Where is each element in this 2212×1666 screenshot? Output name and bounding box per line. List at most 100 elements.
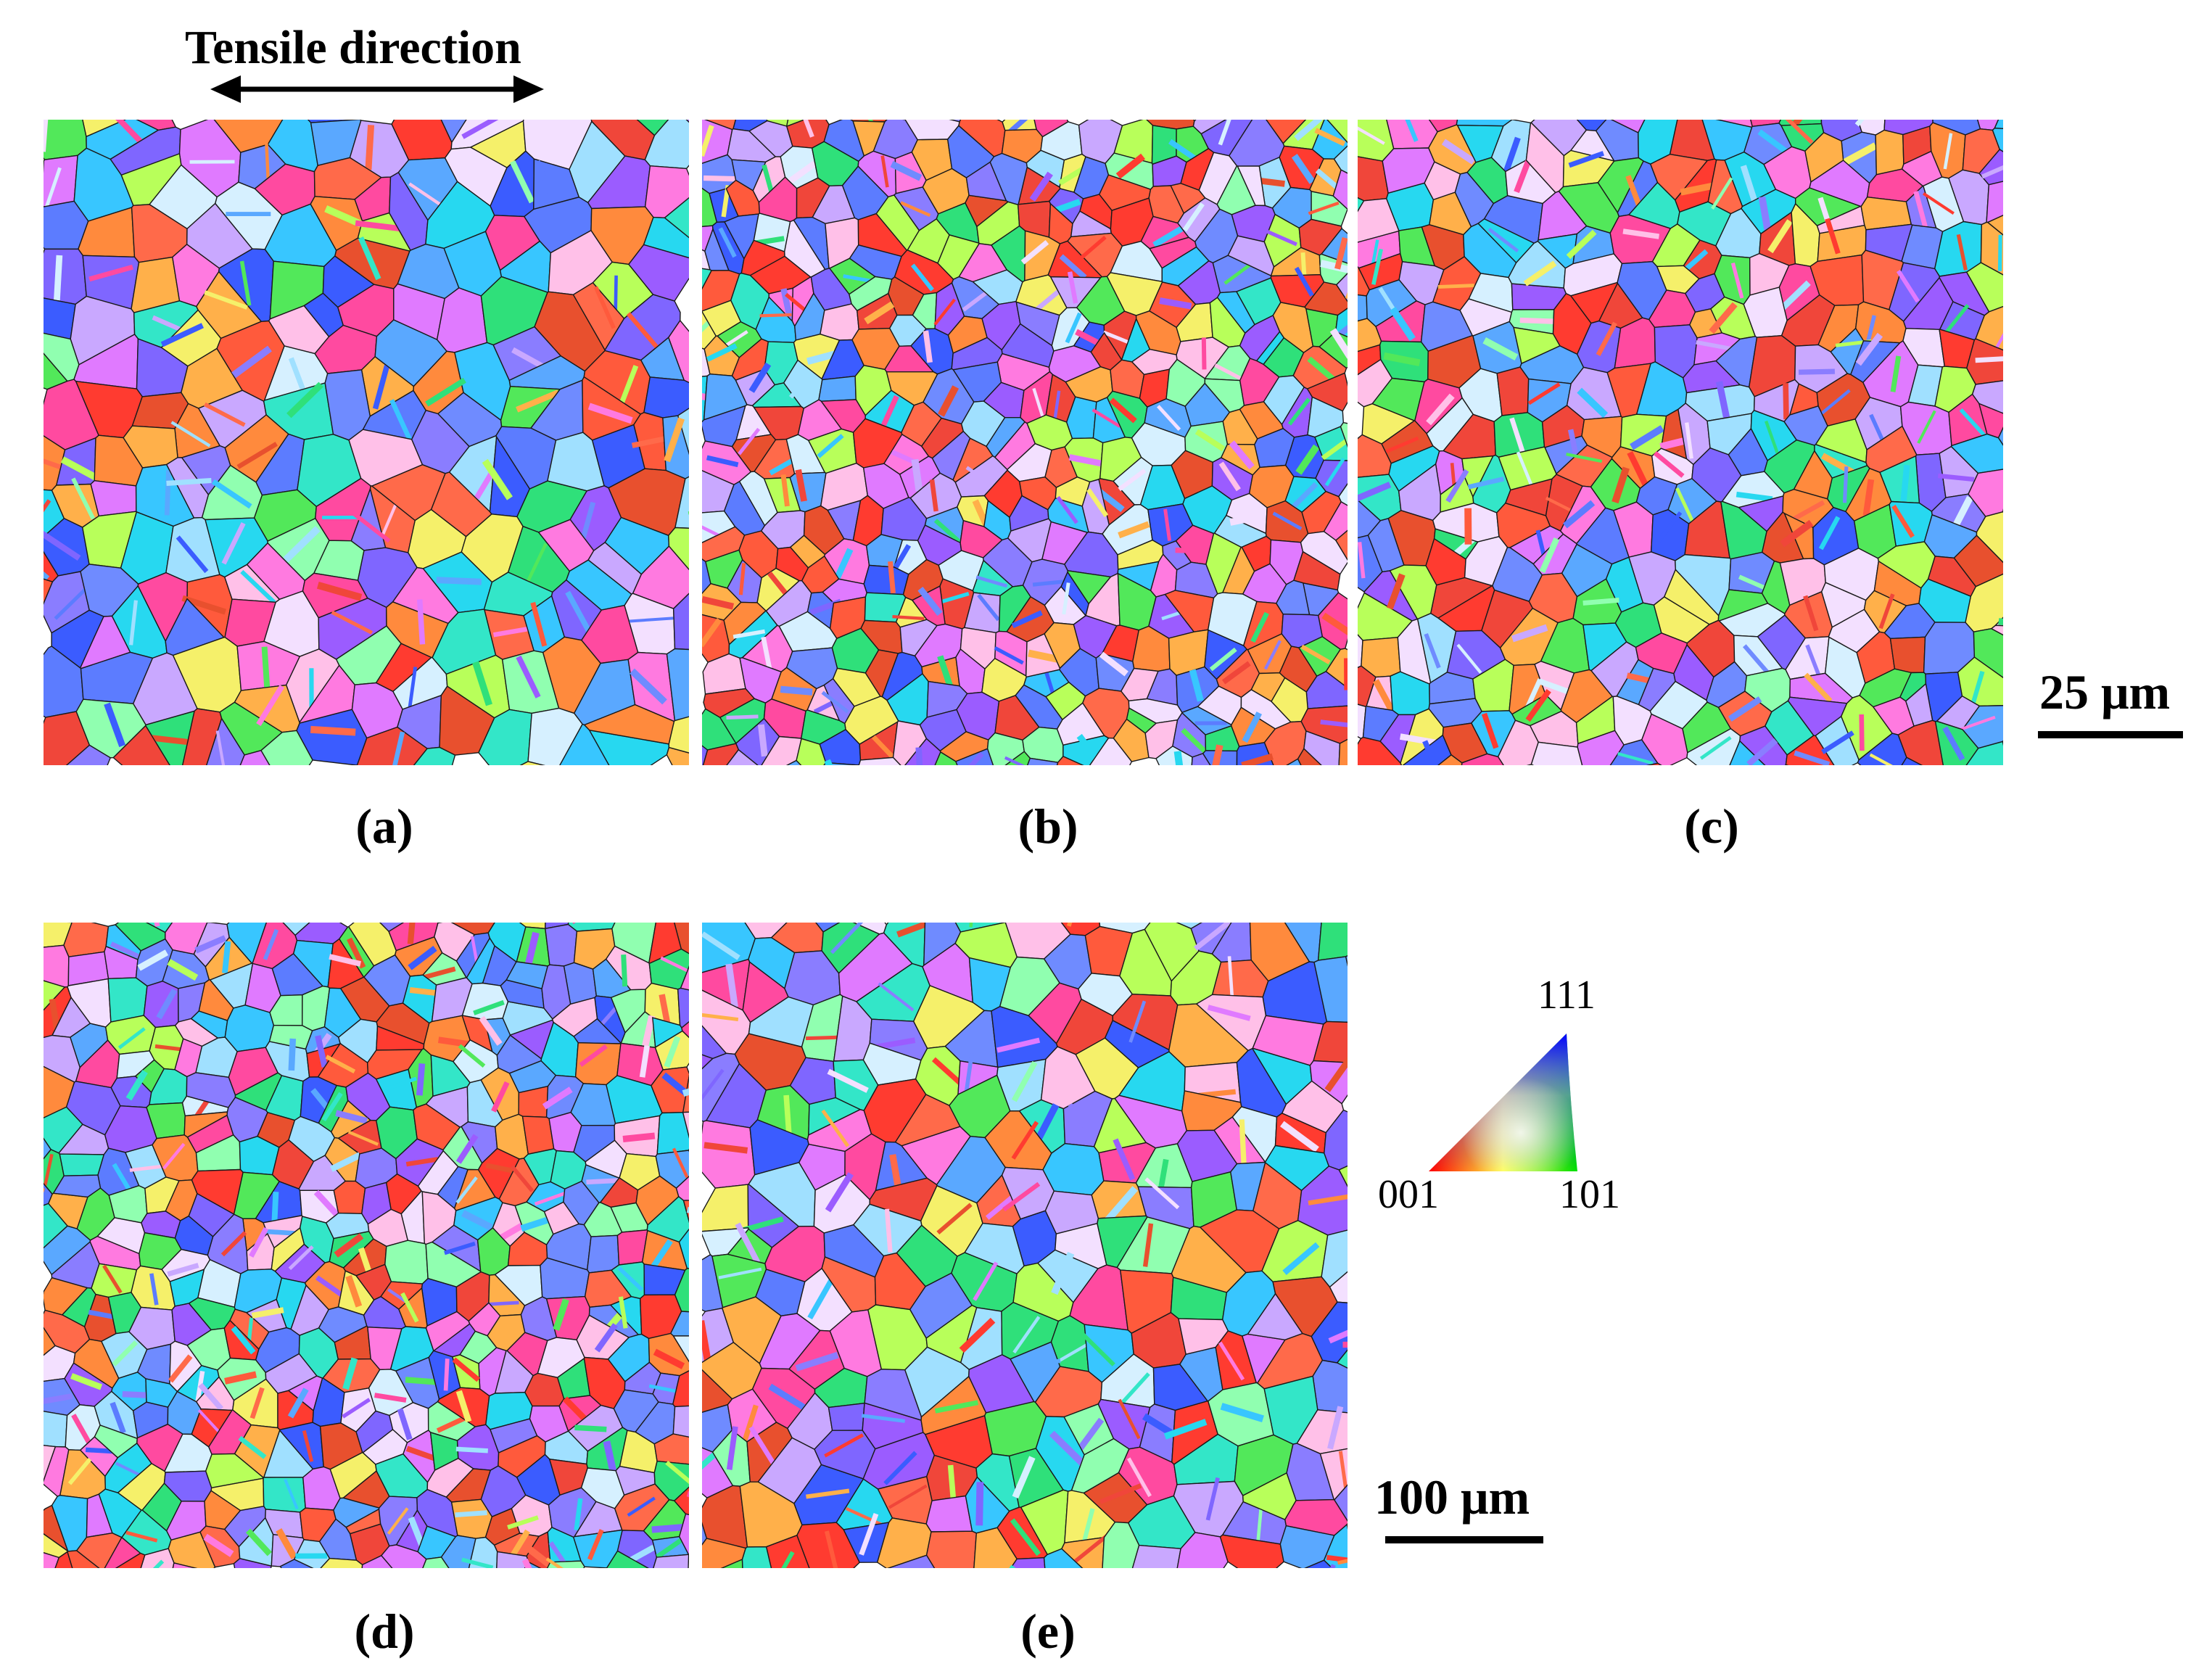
grain xyxy=(90,479,137,517)
panel-label-c: (c) xyxy=(1684,799,1739,854)
twin-band xyxy=(261,646,271,692)
grain xyxy=(44,1182,53,1206)
twin-band xyxy=(482,458,513,500)
twin-band xyxy=(44,499,51,513)
twin-band xyxy=(1386,573,1406,610)
grain xyxy=(1976,511,2003,564)
twin-band xyxy=(748,1426,776,1466)
grain xyxy=(965,161,1007,202)
twin-band xyxy=(1175,548,1208,554)
twin-band xyxy=(284,1478,299,1510)
twin-band xyxy=(1081,1332,1115,1366)
twin-band xyxy=(706,455,739,468)
twin-band xyxy=(1327,1406,1344,1450)
twin-band xyxy=(1942,726,1965,761)
twin-band xyxy=(1563,500,1596,529)
twin-band xyxy=(994,646,1024,665)
twin-band xyxy=(888,561,896,594)
grain xyxy=(279,1559,314,1568)
grain xyxy=(1334,529,1348,561)
tensile-direction-label: Tensile direction xyxy=(185,21,521,74)
twin-band xyxy=(1012,1456,1036,1499)
twin-band xyxy=(166,477,212,486)
twin-band xyxy=(245,1528,272,1556)
twin-band xyxy=(545,1557,564,1568)
twin-band xyxy=(1320,719,1348,727)
twin-band xyxy=(345,1275,363,1308)
twin-band xyxy=(287,1387,309,1419)
twin-band xyxy=(222,941,231,974)
twin-band xyxy=(1010,1518,1041,1556)
twin-band xyxy=(565,590,592,633)
twin-band xyxy=(1328,1329,1348,1344)
twin-band xyxy=(524,931,540,965)
grain xyxy=(67,1550,100,1568)
twin-band xyxy=(1405,120,1419,142)
twin-band xyxy=(455,1446,488,1453)
twin-band xyxy=(424,966,456,980)
twin-band xyxy=(1099,1483,1142,1504)
twin-band xyxy=(1118,521,1150,539)
twin-band xyxy=(936,1203,973,1235)
twin-band xyxy=(203,1533,234,1557)
grain xyxy=(1345,955,1348,967)
twin-band xyxy=(461,1210,493,1231)
grain xyxy=(1965,262,2003,313)
twin-band xyxy=(880,155,889,188)
twin-band xyxy=(211,479,252,509)
twin-band xyxy=(416,1063,426,1096)
twin-band xyxy=(664,417,685,463)
twin-band xyxy=(664,1036,681,1068)
twin-band xyxy=(759,313,792,318)
twin-band xyxy=(365,125,375,170)
twin-band xyxy=(702,595,735,610)
grain xyxy=(333,1180,366,1215)
twin-band xyxy=(963,1053,974,1097)
twin-band xyxy=(342,1398,371,1419)
twin-band xyxy=(1568,151,1605,168)
twin-band xyxy=(1007,120,1028,135)
twin-band xyxy=(487,1300,519,1306)
twin-band xyxy=(204,290,248,310)
twin-band xyxy=(845,1506,887,1528)
twin-band xyxy=(821,690,849,714)
twin-band xyxy=(197,1409,222,1435)
twin-band xyxy=(215,730,226,765)
twin-band xyxy=(659,994,671,1027)
twin-band xyxy=(562,1396,590,1424)
grain xyxy=(1326,120,1348,144)
grain xyxy=(666,648,689,722)
grain xyxy=(828,1402,865,1431)
grain xyxy=(954,748,994,765)
twin-band xyxy=(1913,191,1928,228)
twin-band xyxy=(783,1094,793,1139)
twin-band xyxy=(302,1430,314,1462)
twin-band xyxy=(70,1373,103,1390)
grain xyxy=(1286,758,1302,765)
twin-band xyxy=(425,377,466,407)
twin-band xyxy=(407,667,418,712)
twin-band xyxy=(1656,511,1683,543)
twin-band xyxy=(288,1038,297,1071)
grain xyxy=(702,1184,749,1232)
twin-band xyxy=(1975,356,2003,363)
twin-band xyxy=(71,477,96,520)
twin-band xyxy=(436,577,482,585)
twin-band xyxy=(1523,260,1557,286)
grain xyxy=(172,1562,198,1568)
grain xyxy=(925,1495,973,1533)
twin-band xyxy=(436,1414,468,1433)
twin-band xyxy=(358,236,381,281)
twin-band xyxy=(1324,457,1345,487)
twin-band xyxy=(706,343,738,362)
twin-band xyxy=(977,593,1000,622)
grain xyxy=(1242,1472,1297,1520)
twin-band xyxy=(1371,248,1383,285)
grain xyxy=(1980,221,2003,276)
grain xyxy=(260,730,313,765)
grain xyxy=(1191,753,1211,765)
twin-band xyxy=(315,1275,345,1298)
grain xyxy=(672,1405,689,1438)
twin-band xyxy=(1794,750,1831,765)
grain xyxy=(678,1228,689,1269)
